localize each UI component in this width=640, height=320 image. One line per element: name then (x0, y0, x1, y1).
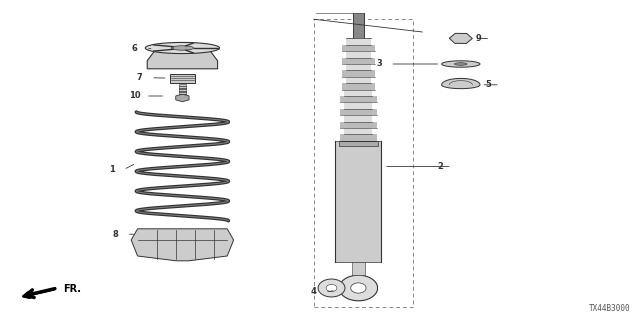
Polygon shape (344, 128, 372, 134)
Polygon shape (179, 84, 186, 94)
Polygon shape (339, 141, 378, 146)
Polygon shape (344, 90, 372, 96)
Text: 2: 2 (437, 162, 444, 171)
Text: FR.: FR. (63, 284, 81, 294)
Polygon shape (131, 229, 234, 261)
Text: 6: 6 (131, 44, 138, 53)
Polygon shape (352, 262, 365, 275)
Polygon shape (346, 64, 371, 70)
Text: 1: 1 (109, 165, 115, 174)
Polygon shape (342, 70, 375, 77)
Polygon shape (346, 77, 371, 83)
Polygon shape (454, 63, 467, 65)
Polygon shape (172, 46, 193, 50)
Polygon shape (340, 96, 377, 102)
Polygon shape (145, 43, 220, 53)
Text: 3: 3 (376, 60, 381, 68)
Polygon shape (170, 74, 195, 83)
Polygon shape (342, 58, 375, 64)
Text: 4: 4 (310, 287, 317, 296)
Text: TX44B3000: TX44B3000 (589, 304, 630, 313)
Polygon shape (442, 61, 480, 67)
Polygon shape (351, 283, 366, 293)
Polygon shape (346, 51, 371, 58)
Polygon shape (339, 275, 378, 301)
Polygon shape (344, 102, 372, 109)
Polygon shape (344, 115, 372, 122)
Text: 10: 10 (129, 92, 140, 100)
Text: 7: 7 (137, 73, 142, 82)
Polygon shape (342, 45, 375, 51)
Polygon shape (342, 83, 375, 90)
Polygon shape (326, 284, 337, 292)
Bar (314, 19, 413, 307)
Text: 8: 8 (113, 230, 118, 239)
Polygon shape (318, 279, 345, 297)
Polygon shape (340, 122, 377, 128)
Text: 9: 9 (476, 34, 481, 43)
Polygon shape (442, 78, 480, 89)
Text: 5: 5 (485, 80, 492, 89)
Polygon shape (335, 141, 381, 262)
Polygon shape (340, 134, 377, 141)
Polygon shape (346, 38, 371, 45)
Polygon shape (340, 109, 377, 115)
Polygon shape (147, 48, 218, 69)
